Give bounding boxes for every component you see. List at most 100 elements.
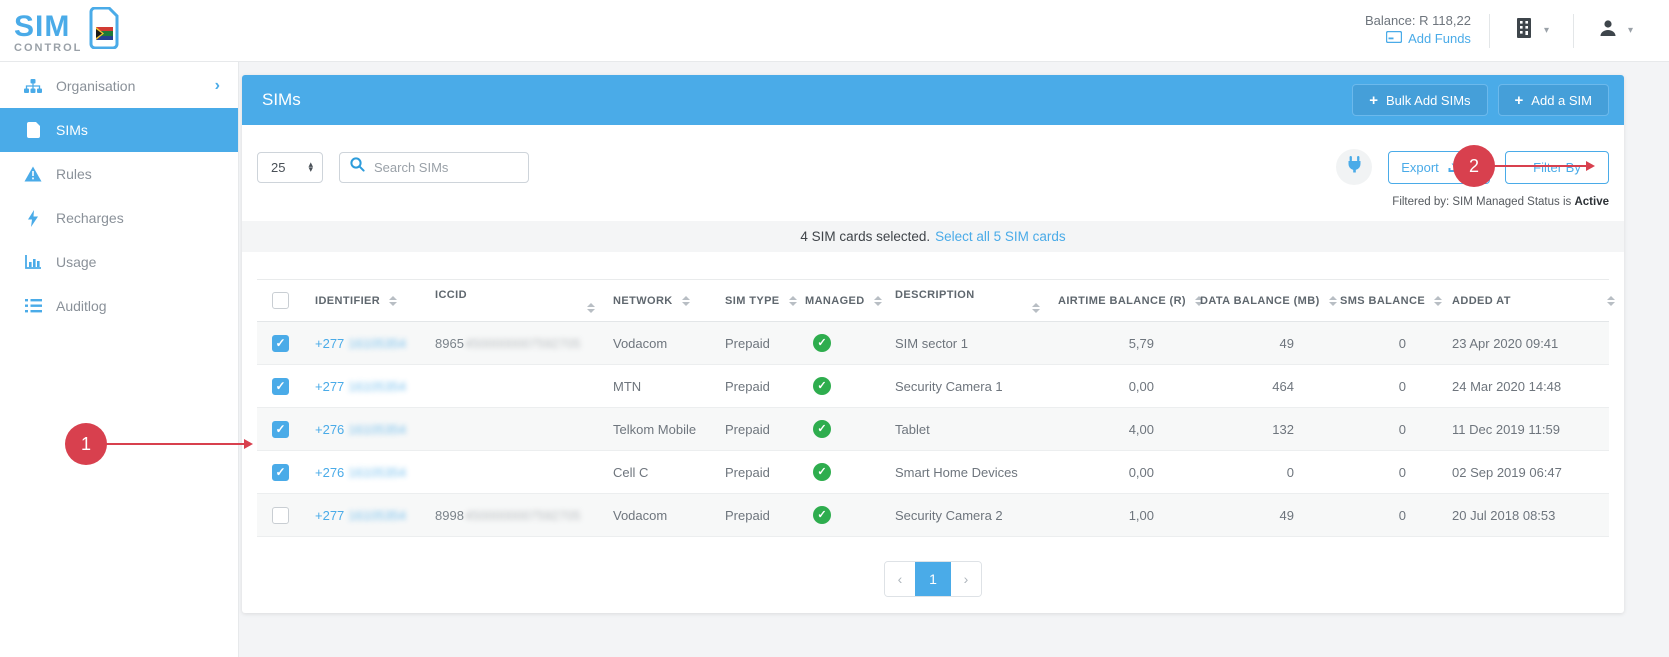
cell-airtime-balance: 5,79 xyxy=(1046,321,1188,365)
select-all-link[interactable]: Select all 5 SIM cards xyxy=(935,229,1066,244)
chevron-down-icon: ▾ xyxy=(1627,25,1633,36)
header-sort-trailing xyxy=(1595,279,1615,322)
organisation-dropdown[interactable]: ▾ xyxy=(1508,17,1555,44)
identifier-link[interactable]: +277 16105354 xyxy=(315,335,407,351)
sort-icon[interactable] xyxy=(1434,295,1443,306)
integrations-button[interactable] xyxy=(1336,149,1372,185)
pagination: ‹ 1 › xyxy=(884,561,982,597)
warning-triangle-icon xyxy=(24,166,42,182)
row-checkbox[interactable] xyxy=(272,334,289,352)
sidebar-item-label: Usage xyxy=(56,254,97,270)
main-content: SIMs + Bulk Add SIMs + Add a SIM 25 xyxy=(239,62,1669,657)
bulk-add-sims-button[interactable]: + Bulk Add SIMs xyxy=(1352,84,1488,116)
sort-icon[interactable] xyxy=(1194,295,1203,306)
managed-check-icon: ✓ xyxy=(813,420,831,438)
table-row: +277 16105354 89984500000007592705 Vodaco… xyxy=(257,493,1609,537)
cell-iccid: 89984500000007592705 xyxy=(423,493,601,537)
header-iccid: ICCID xyxy=(423,279,601,322)
user-dropdown[interactable]: ▾ xyxy=(1592,18,1639,43)
row-checkbox[interactable] xyxy=(272,463,289,481)
page-size-select[interactable]: 25 ▴ ▾ xyxy=(257,151,323,183)
cell-sim-type: Prepaid xyxy=(713,407,793,451)
cell-description: Smart Home Devices xyxy=(883,450,1046,494)
row-checkbox[interactable] xyxy=(272,377,289,395)
cell-network: Cell C xyxy=(601,450,713,494)
cell-sim-type: Prepaid xyxy=(713,450,793,494)
table-header-row: IDENTIFIER ICCID NETWORK SIM TYPE MANAGE… xyxy=(257,279,1615,322)
sort-icon[interactable] xyxy=(587,302,595,313)
cell-added-at: 11 Dec 2019 11:59 xyxy=(1440,407,1595,451)
cell-added-at: 23 Apr 2020 09:41 xyxy=(1440,321,1595,365)
annotation-arrowhead-1 xyxy=(244,439,253,449)
sidebar-item-rules[interactable]: Rules xyxy=(0,152,238,196)
cell-data-balance: 0 xyxy=(1188,450,1328,494)
cell-airtime-balance: 0,00 xyxy=(1046,364,1188,408)
table-toolbar: 25 ▴ ▾ xyxy=(257,149,1609,185)
add-funds-link[interactable]: Add Funds xyxy=(1385,30,1471,46)
cell-description: Security Camera 1 xyxy=(883,364,1046,408)
search-box xyxy=(339,151,529,183)
annotation-circle-2: 2 xyxy=(1453,145,1495,187)
cell-managed: ✓ xyxy=(793,450,883,494)
sort-icon[interactable] xyxy=(389,295,398,306)
row-checkbox[interactable] xyxy=(272,420,289,438)
user-icon xyxy=(1598,18,1618,43)
identifier-link[interactable]: +276 16105354 xyxy=(315,421,407,437)
filtered-by-status: Filtered by: SIM Managed Status is Activ… xyxy=(1392,196,1609,208)
cell-added-at: 02 Sep 2019 06:47 xyxy=(1440,450,1595,494)
sort-icon[interactable] xyxy=(873,295,882,306)
pagination-next-button[interactable]: › xyxy=(951,562,981,596)
sims-table: IDENTIFIER ICCID NETWORK SIM TYPE MANAGE… xyxy=(257,279,1615,537)
sidebar-item-usage[interactable]: Usage xyxy=(0,240,238,284)
managed-check-icon: ✓ xyxy=(813,506,831,524)
building-icon xyxy=(1514,17,1534,44)
sort-icon[interactable] xyxy=(788,295,797,306)
sort-icon[interactable] xyxy=(681,295,690,306)
sim-card-icon xyxy=(24,121,42,139)
list-icon xyxy=(24,299,42,313)
cell-sms-balance: 0 xyxy=(1328,364,1440,408)
cell-network: Vodacom xyxy=(601,493,713,537)
cell-sms-balance: 0 xyxy=(1328,407,1440,451)
sort-icon[interactable] xyxy=(1607,295,1615,306)
select-all-checkbox[interactable] xyxy=(272,292,289,309)
cell-sms-balance: 0 xyxy=(1328,321,1440,365)
sort-icon[interactable] xyxy=(1328,295,1337,306)
sort-icon[interactable] xyxy=(1032,302,1040,313)
cell-airtime-balance: 4,00 xyxy=(1046,407,1188,451)
header-data-balance: DATA BALANCE (MB) xyxy=(1188,279,1337,322)
cell-iccid: 89654500000007592705 xyxy=(423,321,601,365)
sidebar-item-recharges[interactable]: Recharges xyxy=(0,196,238,240)
cell-data-balance: 49 xyxy=(1188,493,1328,537)
header-airtime-balance: AIRTIME BALANCE (R) xyxy=(1046,279,1203,322)
sidebar-item-organisation[interactable]: Organisation › xyxy=(0,64,238,108)
selection-banner: 4 SIM cards selected. Select all 5 SIM c… xyxy=(242,221,1624,252)
identifier-link[interactable]: +276 16105354 xyxy=(315,464,407,480)
row-checkbox[interactable] xyxy=(272,506,289,524)
sidebar-item-sims[interactable]: SIMs xyxy=(0,108,238,152)
cell-managed: ✓ xyxy=(793,321,883,365)
managed-check-icon: ✓ xyxy=(813,463,831,481)
add-a-sim-button[interactable]: + Add a SIM xyxy=(1497,84,1609,116)
identifier-link[interactable]: +277 16105354 xyxy=(315,507,407,523)
cell-iccid xyxy=(423,450,601,494)
cell-iccid xyxy=(423,364,601,408)
cell-network: MTN xyxy=(601,364,713,408)
page-title: SIMs xyxy=(262,90,301,109)
cell-managed: ✓ xyxy=(793,407,883,451)
search-input[interactable] xyxy=(374,159,518,175)
cell-network: Vodacom xyxy=(601,321,713,365)
pagination-prev-button[interactable]: ‹ xyxy=(885,562,915,596)
identifier-link[interactable]: +277 16105354 xyxy=(315,378,407,394)
sidebar-item-auditlog[interactable]: Auditlog xyxy=(0,284,238,328)
sidebar-item-label: Recharges xyxy=(56,210,124,226)
pagination-page-1[interactable]: 1 xyxy=(915,562,951,596)
cell-sim-type: Prepaid xyxy=(713,364,793,408)
bar-chart-icon xyxy=(24,254,42,270)
cell-data-balance: 132 xyxy=(1188,407,1328,451)
sidebar-item-label: Auditlog xyxy=(56,298,107,314)
sidebar-item-label: Organisation xyxy=(56,78,136,94)
bolt-icon xyxy=(24,209,42,227)
